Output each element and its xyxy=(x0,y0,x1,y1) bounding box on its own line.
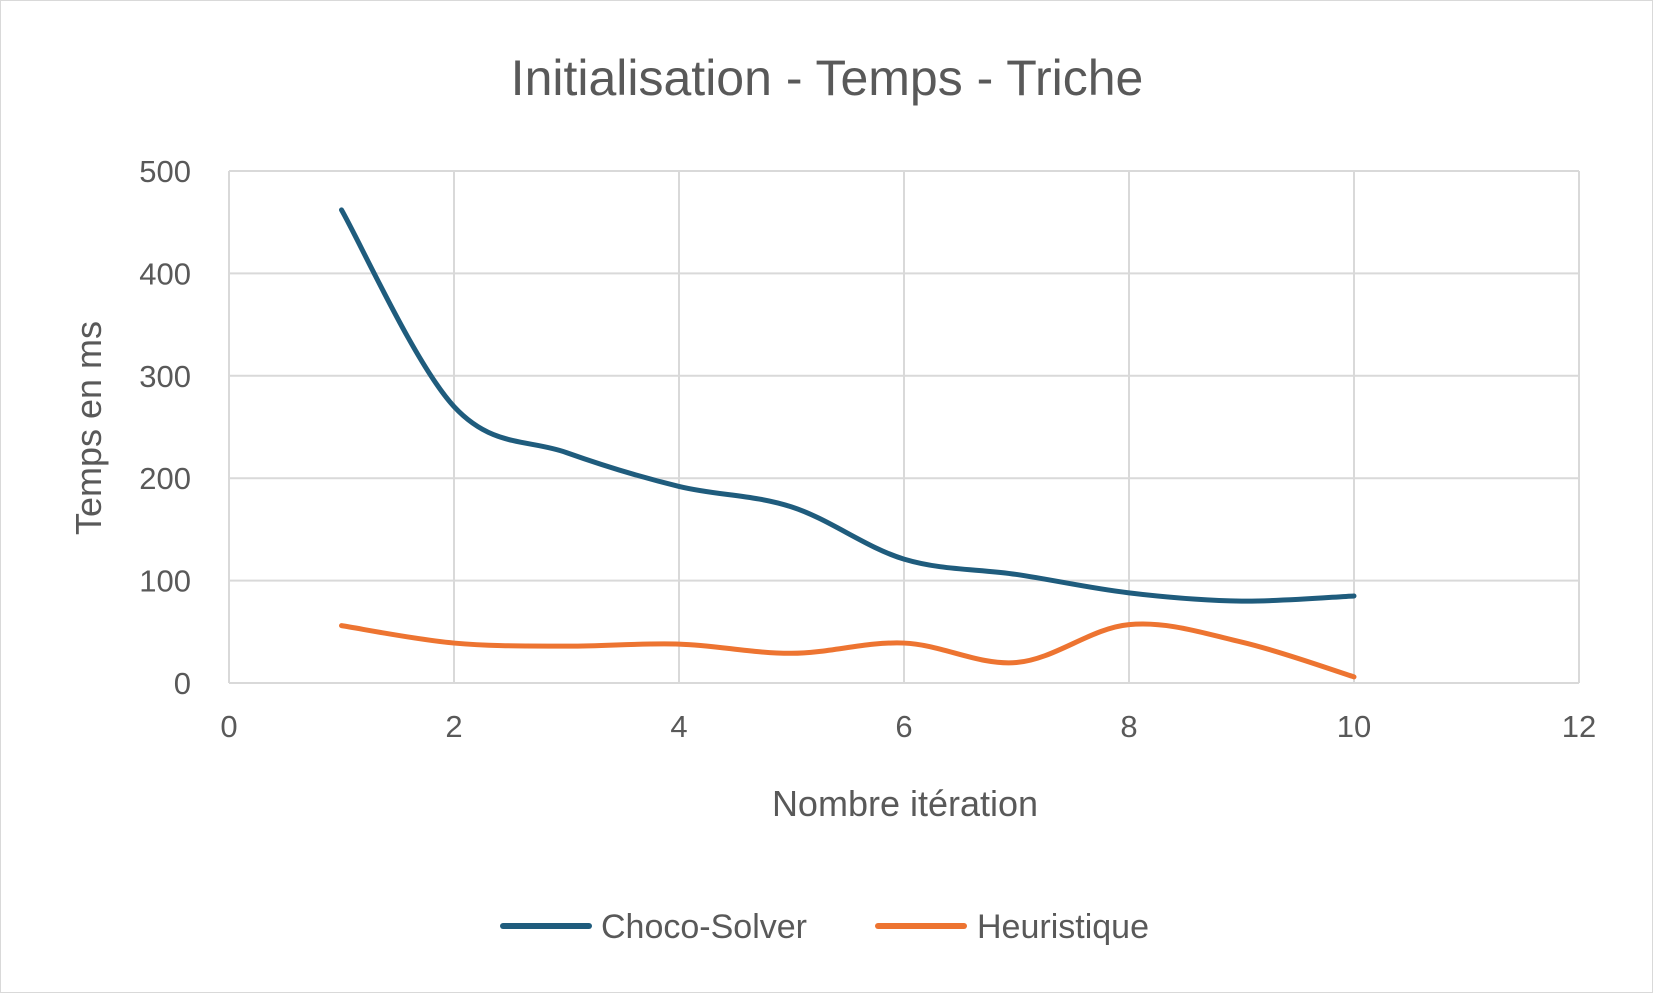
x-tick-label: 0 xyxy=(220,709,237,744)
y-tick-label: 200 xyxy=(139,461,191,496)
x-tick-label: 12 xyxy=(1562,709,1596,744)
y-axis-ticks: 0 100 200 300 400 500 xyxy=(139,154,191,701)
series-line-0 xyxy=(339,207,1357,604)
x-tick-label: 8 xyxy=(1120,709,1137,744)
legend-label: Choco-Solver xyxy=(601,908,807,946)
legend-label: Heuristique xyxy=(977,908,1149,946)
x-axis-ticks: 0 2 4 6 8 10 12 xyxy=(220,709,1596,744)
x-axis-title: Nombre itération xyxy=(772,783,1038,824)
chart-title: Initialisation - Temps - Triche xyxy=(511,50,1144,106)
series-lines xyxy=(339,207,1357,680)
y-tick-label: 0 xyxy=(174,666,191,701)
x-tick-label: 4 xyxy=(670,709,687,744)
series-line-1 xyxy=(339,621,1357,680)
y-tick-label: 300 xyxy=(139,359,191,394)
legend: Choco-Solver Heuristique xyxy=(500,908,1149,946)
x-tick-label: 6 xyxy=(895,709,912,744)
y-axis-title: Temps en ms xyxy=(68,321,109,535)
x-tick-label: 2 xyxy=(445,709,462,744)
y-tick-label: 500 xyxy=(139,154,191,189)
y-tick-label: 400 xyxy=(139,256,191,291)
y-tick-label: 100 xyxy=(139,564,191,599)
x-tick-label: 10 xyxy=(1337,709,1371,744)
gridlines xyxy=(228,170,1580,684)
